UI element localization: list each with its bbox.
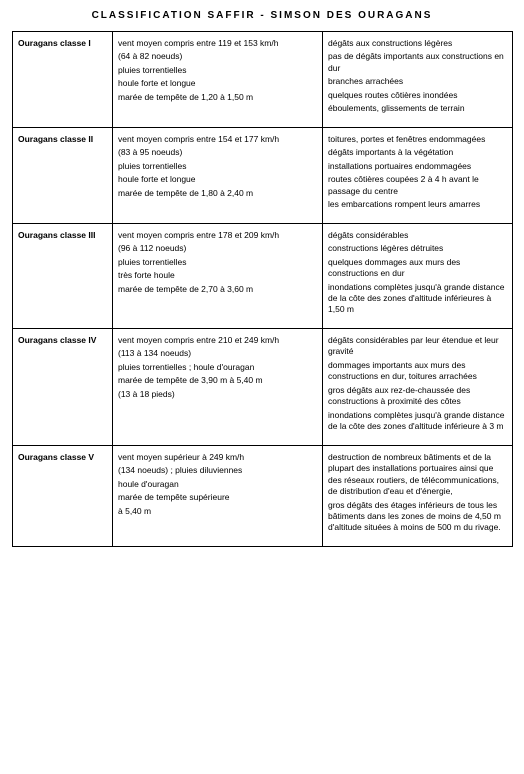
- damage-line: quelques dommages aux murs des construct…: [328, 257, 507, 280]
- characteristic-line: vent moyen compris entre 154 et 177 km/h: [118, 134, 317, 145]
- characteristic-line: houle forte et longue: [118, 78, 317, 89]
- characteristic-line: marée de tempête de 1,20 à 1,50 m: [118, 92, 317, 103]
- damage-line: quelques routes côtières inondées: [328, 90, 507, 101]
- damage-line: installations portuaires endommagées: [328, 161, 507, 172]
- characteristic-line: marée de tempête supérieure: [118, 492, 317, 503]
- class-label: Ouragans classe IV: [13, 328, 113, 445]
- damage-line: pas de dégâts importants aux constructio…: [328, 51, 507, 74]
- damage-cell: dégâts aux constructions légères pas de d…: [323, 32, 513, 128]
- characteristic-line: (113 à 134 noeuds): [118, 348, 317, 359]
- damage-line: dommages importants aux murs des constru…: [328, 360, 507, 383]
- damage-cell: dégâts considérables constructions légère…: [323, 223, 513, 328]
- damage-cell: toitures, portes et fenêtres endommagées…: [323, 127, 513, 223]
- characteristic-line: (83 à 95 noeuds): [118, 147, 317, 158]
- table-row: Ouragans classe IIIvent moyen compris en…: [13, 223, 513, 328]
- table-row: Ouragans classe IIvent moyen compris ent…: [13, 127, 513, 223]
- characteristic-line: vent moyen supérieur à 249 km/h: [118, 452, 317, 463]
- characteristic-line: très forte houle: [118, 270, 317, 281]
- characteristic-line: pluies torrentielles: [118, 161, 317, 172]
- table-row: Ouragans classe Ivent moyen compris entr…: [13, 32, 513, 128]
- characteristic-line: marée de tempête de 2,70 à 3,60 m: [118, 284, 317, 295]
- characteristic-line: houle forte et longue: [118, 174, 317, 185]
- page-title: CLASSIFICATION SAFFIR - SIMSON DES OURAG…: [12, 10, 512, 21]
- class-label: Ouragans classe II: [13, 127, 113, 223]
- characteristics-cell: vent moyen compris entre 119 et 153 km/h…: [113, 32, 323, 128]
- damage-line: constructions légères détruites: [328, 243, 507, 254]
- characteristic-line: pluies torrentielles: [118, 65, 317, 76]
- damage-line: branches arrachées: [328, 76, 507, 87]
- characteristics-cell: vent moyen compris entre 178 et 209 km/h…: [113, 223, 323, 328]
- damage-line: routes côtières coupées 2 à 4 h avant le…: [328, 174, 507, 197]
- damage-line: les embarcations rompent leurs amarres: [328, 199, 507, 210]
- damage-line: éboulements, glissements de terrain: [328, 103, 507, 114]
- table-row: Ouragans classe Vvent moyen supérieur à …: [13, 445, 513, 546]
- characteristic-line: (64 à 82 noeuds): [118, 51, 317, 62]
- damage-line: destruction de nombreux bâtiments et de …: [328, 452, 507, 498]
- damage-line: dégâts importants à la végétation: [328, 147, 507, 158]
- damage-line: inondations complètes jusqu'à grande dis…: [328, 410, 507, 433]
- table-row: Ouragans classe IVvent moyen compris ent…: [13, 328, 513, 445]
- damage-line: dégâts considérables: [328, 230, 507, 241]
- characteristics-cell: vent moyen supérieur à 249 km/h (134 noeu…: [113, 445, 323, 546]
- damage-cell: dégâts considérables par leur étendue et…: [323, 328, 513, 445]
- characteristic-line: pluies torrentielles: [118, 257, 317, 268]
- characteristics-cell: vent moyen compris entre 154 et 177 km/h…: [113, 127, 323, 223]
- characteristic-line: (13 à 18 pieds): [118, 389, 317, 400]
- damage-line: gros dégâts aux rez-de-chaussée des cons…: [328, 385, 507, 408]
- damage-line: dégâts aux constructions légères: [328, 38, 507, 49]
- characteristic-line: marée de tempête de 1,80 à 2,40 m: [118, 188, 317, 199]
- damage-cell: destruction de nombreux bâtiments et de …: [323, 445, 513, 546]
- class-label: Ouragans classe I: [13, 32, 113, 128]
- characteristic-line: à 5,40 m: [118, 506, 317, 517]
- characteristic-line: vent moyen compris entre 178 et 209 km/h: [118, 230, 317, 241]
- class-label: Ouragans classe V: [13, 445, 113, 546]
- damage-line: toitures, portes et fenêtres endommagées: [328, 134, 507, 145]
- characteristic-line: vent moyen compris entre 210 et 249 km/h: [118, 335, 317, 346]
- damage-line: dégâts considérables par leur étendue et…: [328, 335, 507, 358]
- characteristic-line: vent moyen compris entre 119 et 153 km/h: [118, 38, 317, 49]
- classification-table: Ouragans classe Ivent moyen compris entr…: [12, 31, 513, 547]
- characteristic-line: (96 à 112 noeuds): [118, 243, 317, 254]
- damage-line: gros dégâts des étages inférieurs de tou…: [328, 500, 507, 534]
- characteristic-line: (134 noeuds) ; pluies diluviennes: [118, 465, 317, 476]
- class-label: Ouragans classe III: [13, 223, 113, 328]
- characteristics-cell: vent moyen compris entre 210 et 249 km/h…: [113, 328, 323, 445]
- characteristic-line: marée de tempête de 3,90 m à 5,40 m: [118, 375, 317, 386]
- characteristic-line: pluies torrentielles ; houle d'ouragan: [118, 362, 317, 373]
- characteristic-line: houle d'ouragan: [118, 479, 317, 490]
- damage-line: inondations complètes jusqu'à grande dis…: [328, 282, 507, 316]
